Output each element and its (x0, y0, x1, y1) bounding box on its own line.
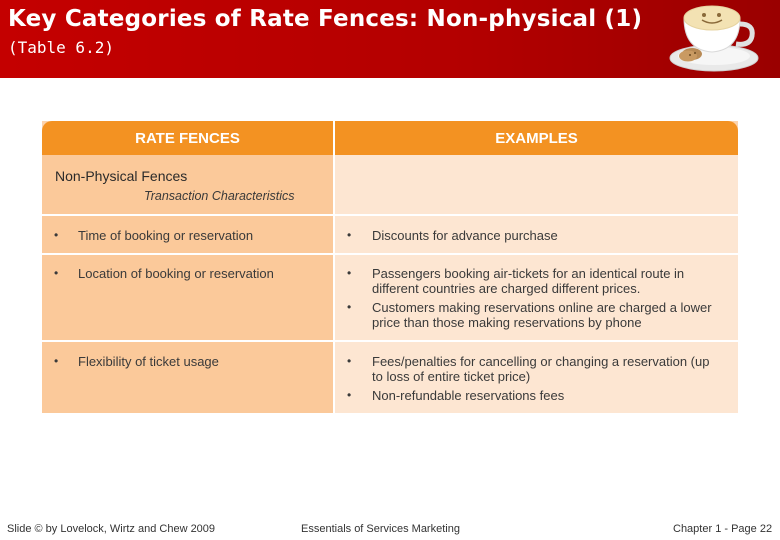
fence-label: Flexibility of ticket usage (78, 354, 219, 369)
bullet-icon: • (54, 354, 59, 368)
slide-header: Key Categories of Rate Fences: Non-physi… (0, 0, 780, 78)
category-cell-left (42, 155, 333, 214)
row-divider (42, 214, 738, 216)
example-text: Fees/penalties for cancelling or changin… (372, 354, 710, 384)
row-3-left (42, 342, 333, 413)
footer-copyright: Slide © by Lovelock, Wirtz and Chew 2009 (7, 523, 216, 535)
fence-label: Time of booking or reservation (78, 228, 254, 243)
row-2-left (42, 255, 333, 340)
coffee-cup-icon (669, 5, 759, 72)
slide-subtitle: (Table 6.2) (8, 38, 114, 57)
category-cell-right (335, 155, 738, 214)
example-text: Customers making reservations online are… (372, 300, 712, 330)
footer-course: Essentials of Services Marketing (301, 523, 460, 535)
category-title: Non-Physical Fences (55, 168, 188, 184)
category-subtitle: Transaction Characteristics (144, 189, 295, 203)
row-divider (42, 340, 738, 342)
bullet-icon: • (54, 266, 59, 280)
row-2-right (335, 255, 738, 340)
bullet-icon: • (347, 228, 352, 242)
bullet-icon: • (347, 388, 352, 402)
fence-label: Location of booking or reservation (78, 266, 274, 281)
bullet-icon: • (54, 228, 59, 242)
bullet-icon: • (347, 354, 352, 368)
footer-page: Chapter 1 - Page 22 (673, 523, 773, 535)
column-divider (333, 121, 335, 413)
example-text: Discounts for advance purchase (372, 228, 558, 243)
row-3-right (335, 342, 738, 413)
row-1-left (42, 216, 333, 253)
bullet-icon: • (347, 300, 352, 314)
row-1-right (335, 216, 738, 253)
header-rate-fences: RATE FENCES (42, 121, 333, 155)
example-text: Non-refundable reservations fees (372, 388, 565, 403)
header-examples: EXAMPLES (335, 121, 738, 155)
slide-title: Key Categories of Rate Fences: Non-physi… (8, 6, 643, 32)
example-text: Passengers booking air-tickets for an id… (372, 266, 685, 296)
bullet-icon: • (347, 266, 352, 280)
row-divider (42, 253, 738, 255)
rate-fences-table: RATE FENCES EXAMPLES Non-Physical Fences… (42, 121, 738, 413)
